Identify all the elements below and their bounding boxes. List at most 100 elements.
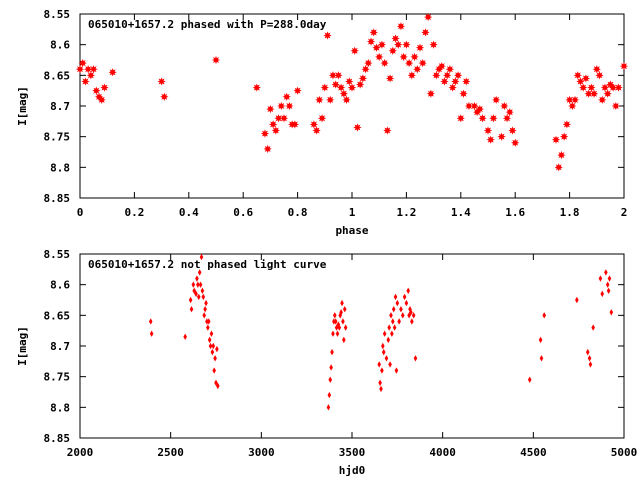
data-point [604, 269, 608, 276]
data-point [424, 12, 433, 22]
data-point [426, 89, 436, 98]
x-tick-label: 0 [77, 206, 84, 219]
data-point [206, 324, 210, 331]
data-point [609, 309, 614, 316]
data-point [380, 367, 384, 374]
data-point [100, 83, 109, 92]
data-point [377, 361, 381, 368]
data-point [277, 101, 286, 111]
data-point [331, 80, 340, 89]
data-point [554, 163, 563, 172]
data-point [326, 404, 331, 411]
data-point [268, 120, 278, 129]
data-point [89, 65, 98, 74]
data-point [595, 71, 604, 80]
data-point [399, 306, 403, 313]
data-point [81, 77, 90, 86]
data-point [456, 114, 465, 123]
data-point [429, 40, 438, 49]
data-point [538, 336, 543, 344]
data-point [607, 275, 612, 282]
x-tick-label: 1 [349, 206, 356, 219]
data-point [394, 367, 399, 374]
data-point [451, 77, 460, 86]
data-point [282, 92, 291, 101]
y-tick-label: 8.55 [44, 248, 71, 261]
data-point [483, 126, 493, 135]
data-point [392, 324, 397, 331]
data-point [395, 299, 400, 307]
data-point [396, 22, 406, 31]
x-tick-label: 0.6 [233, 206, 253, 219]
data-point [327, 391, 332, 399]
data-point [393, 293, 398, 301]
y-tick-label: 8.55 [44, 8, 71, 21]
data-point [342, 95, 351, 105]
data-point [606, 287, 611, 294]
x-axis-title: phase [335, 224, 368, 237]
data-point [381, 342, 385, 350]
data-point [587, 83, 596, 92]
x-tick-label: 1.4 [451, 206, 471, 219]
data-point [570, 95, 580, 105]
data-point [383, 126, 392, 135]
data-point [266, 104, 275, 114]
data-point [326, 95, 335, 105]
data-point [377, 40, 387, 49]
data-point [608, 83, 618, 92]
data-point [611, 101, 620, 111]
data-point [394, 40, 403, 49]
data-point [211, 55, 221, 65]
data-point [511, 138, 520, 147]
data-point [336, 321, 341, 328]
data-point [208, 342, 213, 350]
data-point [411, 312, 416, 319]
data-point [585, 348, 590, 356]
data-point [475, 104, 484, 114]
data-point [379, 385, 383, 393]
y-tick-label: 8.8 [50, 401, 70, 414]
data-point [343, 324, 348, 331]
data-point [402, 293, 407, 301]
data-point [560, 132, 569, 141]
data-point [333, 318, 338, 325]
data-point [204, 299, 208, 307]
data-point [196, 281, 200, 288]
data-point [397, 318, 401, 325]
data-point [86, 71, 96, 80]
data-point [407, 71, 416, 80]
data-point [189, 306, 194, 313]
data-point [260, 129, 270, 138]
data-point [202, 312, 207, 319]
data-point [337, 324, 342, 331]
data-point [391, 318, 395, 325]
data-point [271, 126, 280, 135]
raw-light-curve-panel: 065010+1657.2 not phased light curve hjd… [16, 248, 637, 477]
data-point [453, 71, 463, 80]
data-point [508, 126, 517, 135]
data-point [462, 77, 471, 86]
data-point [486, 135, 495, 144]
data-point [197, 269, 202, 276]
data-point [323, 31, 332, 40]
data-point [92, 86, 101, 95]
data-point [320, 83, 329, 92]
data-point [157, 77, 166, 86]
data-point [210, 348, 215, 356]
data-point [290, 120, 300, 129]
data-point [274, 114, 283, 123]
x-tick-label: 2 [621, 206, 628, 219]
data-point [198, 281, 203, 288]
plot-frame [79, 253, 625, 439]
data-point [421, 28, 430, 37]
data-point [542, 312, 547, 319]
x-tick-label: 3500 [339, 446, 366, 459]
data-point [579, 83, 588, 92]
data-point [505, 107, 514, 117]
data-point [345, 77, 354, 86]
data-point [315, 95, 324, 105]
chart-title: 065010+1657.2 not phased light curve [88, 258, 327, 271]
data-point [464, 101, 474, 111]
data-point [587, 355, 592, 362]
data-point [293, 86, 302, 95]
